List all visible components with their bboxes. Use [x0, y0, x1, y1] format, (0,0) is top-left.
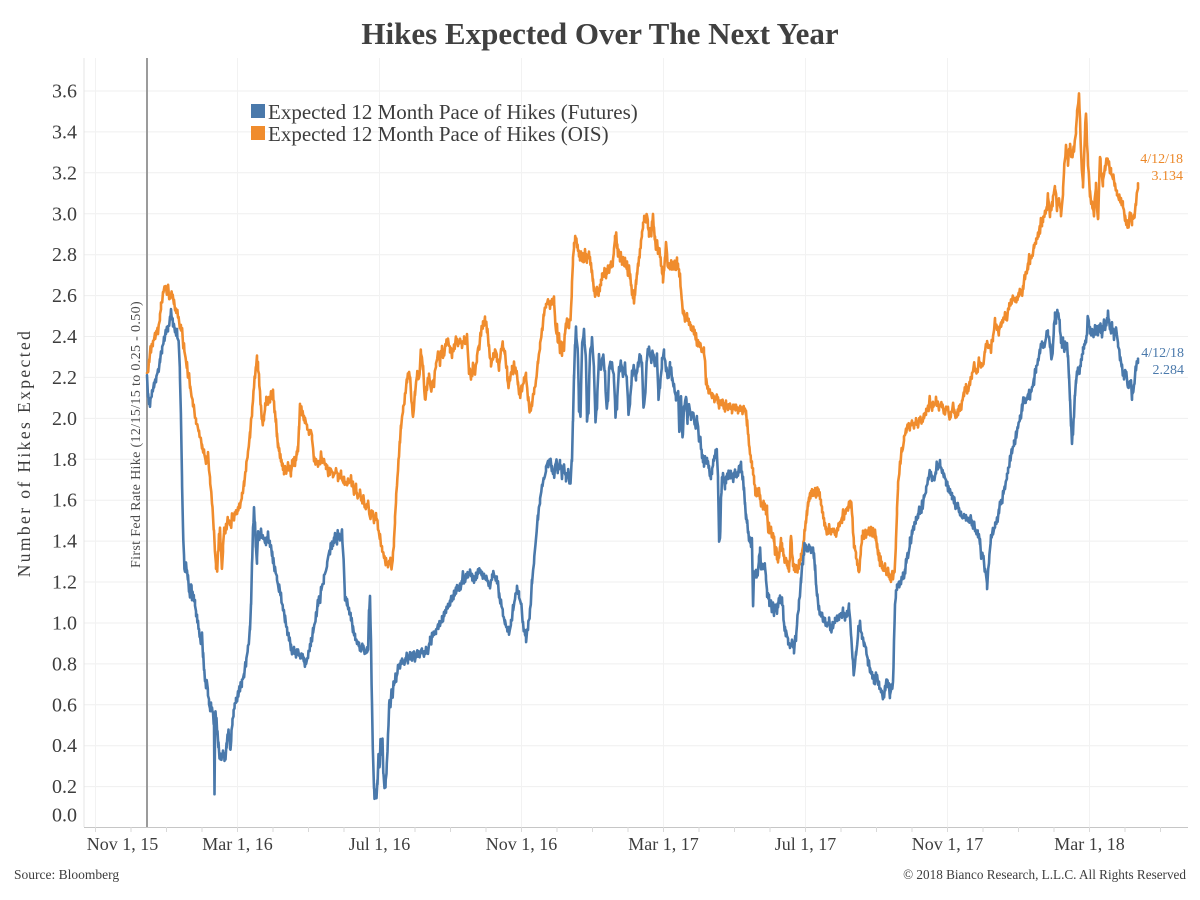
svg-text:3.6: 3.6	[52, 81, 77, 103]
svg-text:2.8: 2.8	[52, 244, 77, 266]
svg-text:1.8: 1.8	[52, 449, 77, 471]
svg-text:2.4: 2.4	[52, 326, 77, 348]
svg-text:Mar 1, 16: Mar 1, 16	[202, 834, 273, 854]
svg-text:1.0: 1.0	[52, 613, 77, 635]
svg-text:4/12/18: 4/12/18	[1140, 152, 1183, 167]
svg-text:0.2: 0.2	[52, 776, 77, 798]
svg-text:0.6: 0.6	[52, 694, 77, 716]
svg-text:0.4: 0.4	[52, 735, 77, 757]
svg-text:0.8: 0.8	[52, 653, 77, 675]
svg-text:Nov 1, 16: Nov 1, 16	[486, 834, 558, 854]
svg-text:3.134: 3.134	[1152, 169, 1184, 184]
svg-text:Expected 12 Month Pace of Hike: Expected 12 Month Pace of Hikes (OIS)	[268, 122, 609, 146]
svg-text:4/12/18: 4/12/18	[1141, 346, 1184, 361]
svg-text:2.284: 2.284	[1153, 363, 1185, 378]
svg-text:Jul 1, 16: Jul 1, 16	[349, 834, 411, 854]
svg-text:Number of Hikes Expected: Number of Hikes Expected	[14, 329, 34, 578]
svg-text:Source: Bloomberg: Source: Bloomberg	[14, 867, 119, 882]
svg-text:Mar 1, 18: Mar 1, 18	[1054, 834, 1125, 854]
svg-text:Mar 1, 17: Mar 1, 17	[628, 834, 699, 854]
svg-text:2.0: 2.0	[52, 408, 77, 430]
svg-text:2.6: 2.6	[52, 285, 77, 307]
svg-text:1.2: 1.2	[52, 572, 77, 594]
svg-text:© 2018 Bianco Research, L.L.C.: © 2018 Bianco Research, L.L.C. All Right…	[903, 867, 1186, 882]
svg-text:First Fed Rate Hike (12/15/15: First Fed Rate Hike (12/15/15 to 0.25 - …	[129, 301, 144, 568]
svg-text:Hikes Expected Over The Next Y: Hikes Expected Over The Next Year	[361, 16, 839, 51]
svg-text:1.6: 1.6	[52, 490, 77, 512]
svg-text:3.4: 3.4	[52, 121, 77, 143]
svg-text:Nov 1, 17: Nov 1, 17	[912, 834, 984, 854]
svg-text:1.4: 1.4	[52, 531, 77, 553]
svg-text:Expected 12 Month Pace of Hike: Expected 12 Month Pace of Hikes (Futures…	[268, 100, 638, 124]
svg-text:0.0: 0.0	[52, 805, 77, 827]
svg-text:Nov 1, 15: Nov 1, 15	[87, 834, 159, 854]
svg-text:3.0: 3.0	[52, 203, 77, 225]
svg-text:3.2: 3.2	[52, 162, 77, 184]
svg-text:2.2: 2.2	[52, 367, 77, 389]
svg-text:Jul 1, 17: Jul 1, 17	[775, 834, 837, 854]
